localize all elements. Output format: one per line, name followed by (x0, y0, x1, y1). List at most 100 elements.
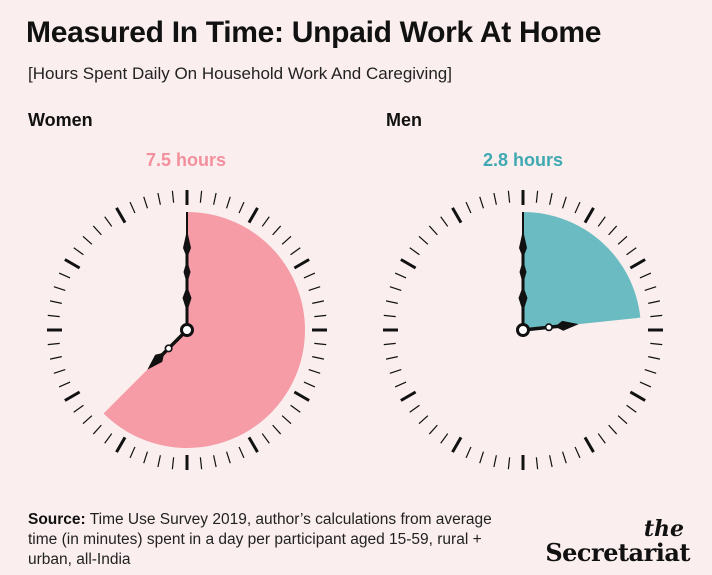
source-label: Source: (28, 511, 86, 528)
men-minute-tick (394, 381, 407, 388)
men-minute-tick (608, 225, 618, 236)
men-minute-tick (597, 433, 606, 444)
men-minute-tick (561, 196, 567, 209)
men-hour-tick (629, 390, 646, 402)
women-hour-tick (115, 436, 127, 453)
men-minute-tick (535, 457, 539, 470)
women-minute-tick (314, 342, 327, 346)
women-minute-tick (92, 424, 102, 435)
chart-title: Measured In Time: Unpaid Work At Home (26, 16, 602, 49)
women-minute-tick (238, 201, 245, 214)
women-hour-tick (115, 207, 127, 224)
men-hour-hand (521, 320, 579, 332)
men-minute-tick (385, 300, 398, 304)
men-minute-tick (507, 190, 511, 203)
logo-name: Secretariat (545, 538, 690, 567)
women-minute-tick (238, 446, 245, 459)
men-minute-tick (389, 368, 402, 374)
men-hour-tick (400, 258, 417, 270)
men-hour-tick (629, 258, 646, 270)
women-minute-tick (171, 190, 175, 203)
men-minute-tick (507, 457, 511, 470)
men-hour-tick (400, 390, 417, 402)
men-minute-tick (561, 451, 567, 464)
women-minute-tick (290, 404, 301, 413)
men-minute-tick (535, 190, 539, 203)
source-text: Time Use Survey 2019, author’s calculati… (28, 511, 492, 568)
women-minute-tick (58, 272, 71, 279)
men-minute-tick (597, 216, 606, 227)
women-hour-tick (293, 258, 310, 270)
women-minute-tick (261, 216, 270, 227)
men-hour-tick (583, 207, 595, 224)
publisher-logo: the Secretariat (545, 518, 690, 566)
men-minute-tick (644, 286, 657, 292)
men-minute-tick (418, 235, 429, 245)
women-minute-tick (303, 272, 316, 279)
men-minute-tick (617, 235, 628, 245)
source-note: Source: Time Use Survey 2019, author’s c… (28, 510, 508, 570)
women-minute-tick (129, 201, 136, 214)
women-minute-tick (272, 424, 282, 435)
women-minute-tick (213, 455, 217, 468)
women-minute-tick (82, 235, 93, 245)
women-minute-tick (47, 342, 60, 346)
women-minute-tick (129, 446, 136, 459)
men-hour-tick (451, 207, 463, 224)
women-minute-tick (312, 356, 325, 360)
men-minute-tick (574, 201, 581, 214)
women-minute-tick (312, 300, 325, 304)
women-hours-label: 7.5 hours (145, 150, 227, 170)
men-minute-tick (418, 415, 429, 425)
men-minute-tick (383, 314, 396, 318)
women-minute-tick (53, 286, 66, 292)
women-minute-tick (49, 300, 62, 304)
women-minute-tick (143, 451, 149, 464)
men-minute-tick (394, 272, 407, 279)
men-minute-tick (626, 404, 637, 413)
men-value-wedge (523, 212, 641, 330)
women-minute-tick (171, 457, 175, 470)
men-hours-label: 2.8 hours (482, 150, 564, 170)
men-minute-tick (617, 415, 628, 425)
men-minute-tick (465, 446, 472, 459)
women-minute-tick (92, 225, 102, 236)
women-minute-tick (47, 314, 60, 318)
men-minute-tick (644, 368, 657, 374)
men-minute-tick (608, 424, 618, 435)
men-minute-hand (518, 230, 528, 330)
women-center-pivot (180, 323, 194, 337)
men-center-pivot (516, 323, 530, 337)
men-minute-tick (650, 342, 663, 346)
women-minute-tick (290, 247, 301, 256)
men-minute-tick (549, 455, 553, 468)
women-minute-tick (104, 433, 113, 444)
women-minute-tick (53, 368, 66, 374)
men-minute-tick (440, 216, 449, 227)
men-minute-tick (479, 196, 485, 209)
women-hour-tick (64, 258, 81, 270)
men-minute-tick (385, 356, 398, 360)
women-minute-tick (213, 192, 217, 205)
women-minute-tick (143, 196, 149, 209)
women-value-wedge (103, 212, 305, 448)
men-hour-tick (583, 436, 595, 453)
women-minute-tick (281, 235, 292, 245)
women-hour-hand (147, 328, 189, 370)
women-minute-tick (261, 433, 270, 444)
men-minute-tick (428, 225, 438, 236)
women-minute-tick (281, 415, 292, 425)
men-minute-tick (428, 424, 438, 435)
men-minute-tick (648, 356, 661, 360)
women-minute-tick (49, 356, 62, 360)
men-panel-label: Men (386, 110, 422, 130)
men-minute-tick (639, 381, 652, 388)
women-minute-tick (157, 192, 161, 205)
women-minute-tick (82, 415, 93, 425)
men-minute-tick (479, 451, 485, 464)
men-minute-tick (465, 201, 472, 214)
women-minute-hand (182, 230, 192, 330)
men-minute-tick (383, 342, 396, 346)
women-minute-tick (308, 368, 321, 374)
